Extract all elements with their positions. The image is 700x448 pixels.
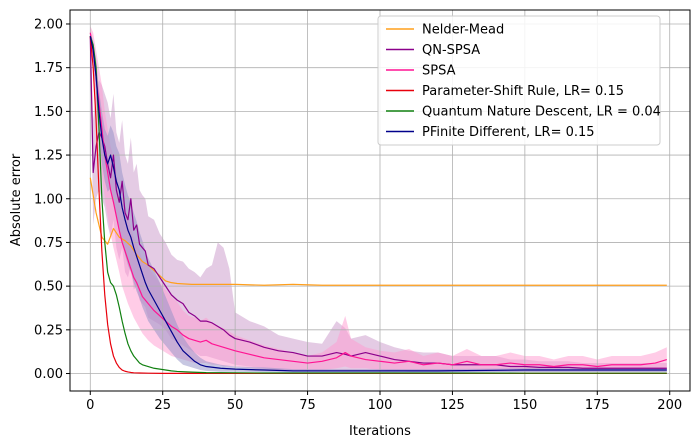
- legend-label: Parameter-Shift Rule, LR= 0.15: [422, 84, 624, 99]
- x-tick-label: 0: [86, 398, 94, 413]
- legend-label: Quantum Nature Descent, LR = 0.04: [422, 105, 661, 120]
- series-line-2: [89, 32, 667, 368]
- band-2: [90, 25, 667, 371]
- x-tick-label: 150: [512, 398, 537, 413]
- y-tick-label: 2.00: [34, 17, 63, 32]
- x-tick-label: 50: [227, 398, 244, 413]
- x-tick-label: 125: [440, 398, 465, 413]
- y-axis-ticks: 0.00 0.25 0.50 0.75 1.00 1.25 1.50 1.75 2.00: [34, 17, 70, 382]
- confidence-bands: [90, 25, 667, 373]
- series-line-4: [89, 36, 667, 374]
- x-axis-label: Iterations: [349, 424, 411, 439]
- series-line-5: [89, 36, 667, 372]
- legend-label: Nelder-Mead: [422, 23, 504, 38]
- y-tick-label: 1.75: [34, 61, 63, 76]
- series-line-1: [89, 36, 667, 369]
- x-tick-label: 200: [657, 398, 682, 413]
- legend-box: [377, 15, 661, 146]
- x-tick-label: 25: [154, 398, 171, 413]
- legend-label: QN-SPSA: [422, 43, 480, 58]
- y-tick-label: 0.00: [34, 367, 63, 382]
- legend-label: PFinite Different, LR= 0.15: [422, 125, 595, 140]
- y-tick-label: 1.00: [34, 192, 63, 207]
- y-tick-label: 0.25: [34, 323, 63, 338]
- y-tick-label: 1.50: [34, 105, 63, 120]
- x-tick-label: 175: [585, 398, 610, 413]
- legend-label: SPSA: [422, 64, 456, 79]
- x-tick-label: 100: [368, 398, 393, 413]
- y-tick-label: 0.50: [34, 280, 63, 295]
- y-tick-label: 1.25: [34, 149, 63, 164]
- legend: Nelder-Mead QN-SPSA SPSA Parameter-Shift Ru…: [377, 15, 661, 146]
- x-tick-label: 75: [299, 398, 316, 413]
- y-axis-label: Absolute error: [9, 153, 24, 246]
- series-lines: [89, 32, 667, 374]
- series-line-0: [89, 177, 667, 286]
- series-line-3: [89, 36, 667, 374]
- x-axis-ticks: 0 25 50 75 100 125 150 175 200: [86, 391, 682, 413]
- y-tick-label: 0.75: [34, 236, 63, 251]
